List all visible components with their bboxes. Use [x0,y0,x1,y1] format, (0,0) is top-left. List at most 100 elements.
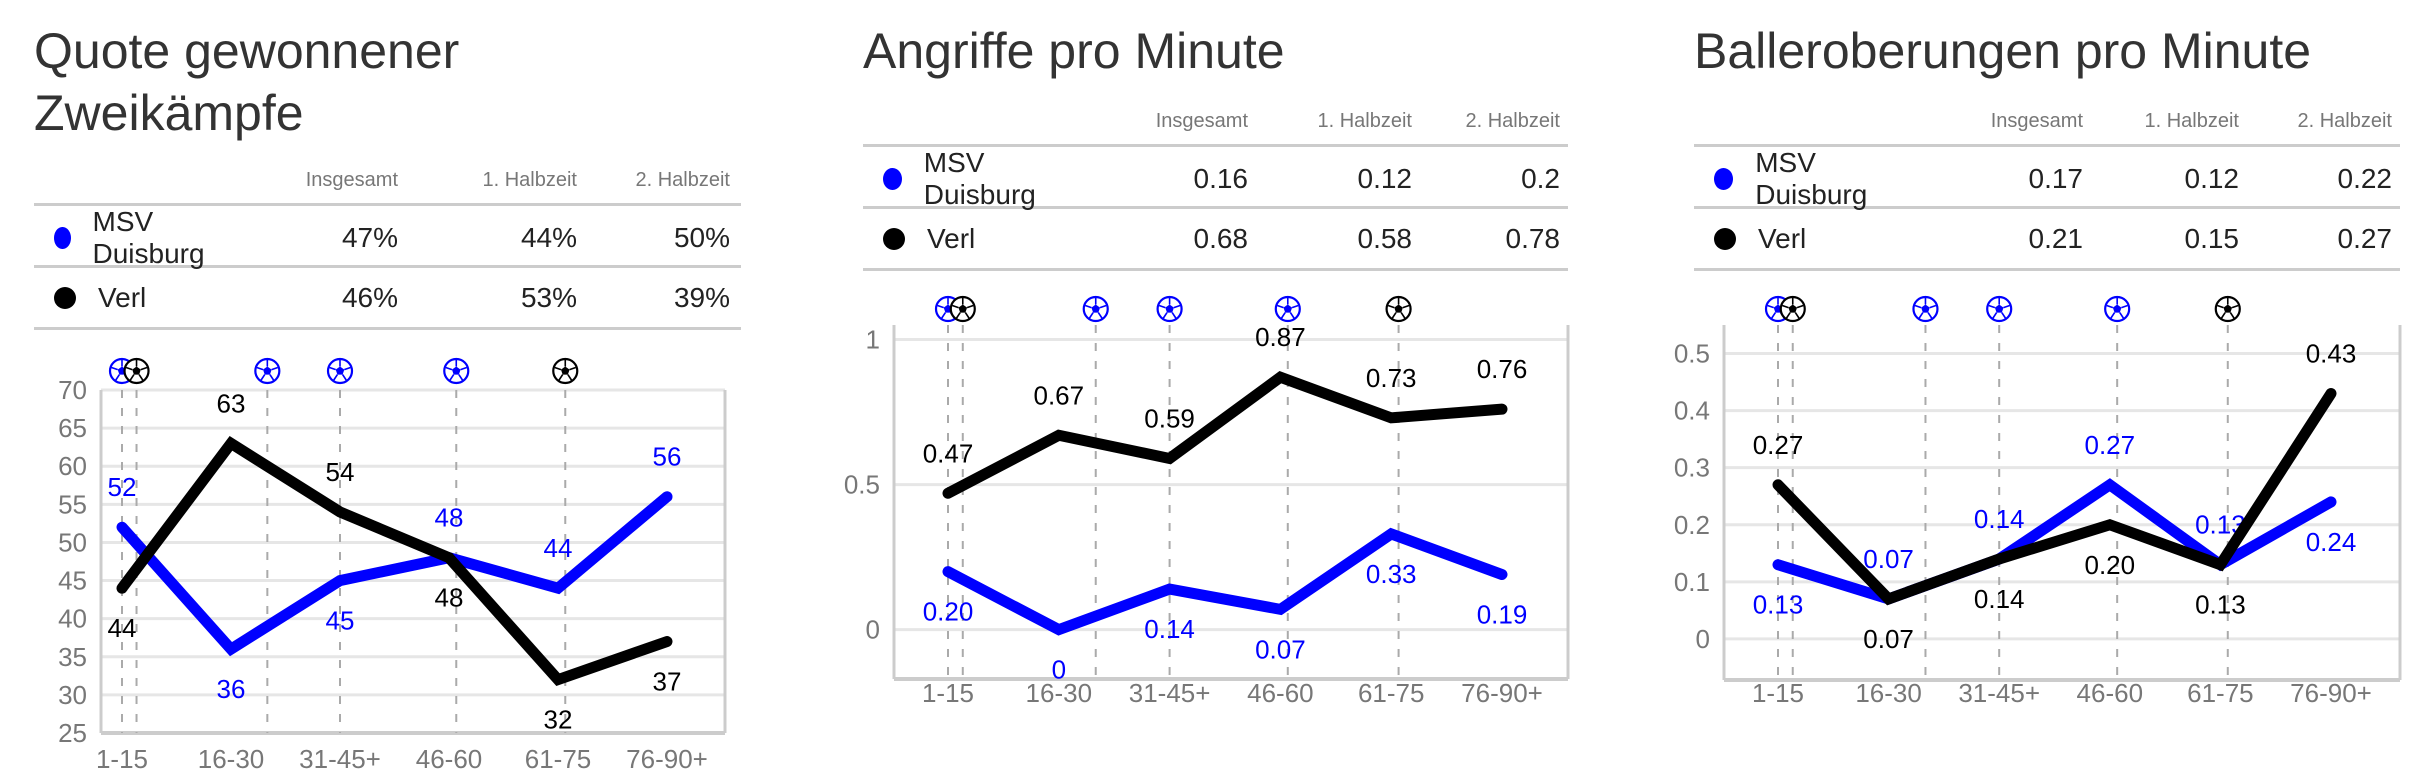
header-total: Insgesamt [1155,110,1248,132]
data-label: 52 [108,472,137,502]
x-tick-label: 31-45+ [1129,678,1211,708]
panel-title: Quote gewonnener Zweikämpfe [34,20,459,144]
data-point [121,587,123,590]
header-second-half: 2. Halbzeit [635,169,731,191]
team-name: Verl [927,222,976,254]
line-chart-1: 25 30 35 40 45 50 55 60 65 70 1-15 16-30 31-45+ 46-60… [58,357,727,774]
x-tick-label: 16-30 [1026,678,1093,708]
y-tick-label: 45 [58,566,87,596]
x-tick-label: 61-75 [2187,678,2254,708]
stats-table: Insgesamt 1. Halbzeit 2. Halbzeit MSV Du… [863,99,1568,271]
data-label: 45 [326,606,355,636]
value-second-half: 0.22 [2337,163,2393,194]
header-second-half: 2. Halbzeit [1465,110,1561,132]
data-label: 0.20 [923,597,974,627]
series-line-duisburg [116,491,673,657]
data-label: 0.87 [1255,322,1306,352]
x-tick-label: 31-45+ [1958,678,2040,708]
soccer-ball-icon [1274,295,1301,323]
line-chart-2: 0 0.5 1 1-15 16-30 31-45+ 46-60 61-75 76-90+ 0.20… [844,295,1570,708]
table-row: MSV Duisburg 0.17 0.12 0.22 [1694,144,2400,210]
line-chart-3: 0 0.1 0.2 0.3 0.4 0.5 1-15 16-30 31-45+ 46-60 61-7… [1674,295,2402,708]
data-point [1057,628,1060,631]
soccer-ball-icon [254,357,281,385]
table-row: Verl 46% 53% 39% [34,265,741,330]
y-tick-label: 1 [866,325,880,355]
y-tick-label: 0 [1696,624,1710,654]
value-second-half: 0.78 [1505,222,1561,254]
data-point [1887,597,1890,600]
data-label: 0.13 [2195,590,2246,620]
data-point [557,587,559,590]
data-point [557,678,559,681]
data-label: 0.24 [2306,527,2357,557]
data-label: 63 [217,388,246,418]
header-first-half: 1. Halbzeit [1317,110,1413,132]
x-tick-label: 31-45+ [299,744,381,774]
series-line-duisburg [942,527,1508,636]
value-first-half: 0.58 [1357,222,1413,254]
value-first-half: 0.12 [2184,163,2240,194]
value-second-half: 50% [673,222,730,253]
legend-dot-verl [1714,227,1736,250]
legend-dot-duisburg [883,168,902,190]
x-tick-label: 76-90+ [2290,678,2372,708]
data-label: 0.76 [1477,354,1528,384]
value-total: 47% [341,222,398,253]
data-label: 0.14 [1974,504,2025,534]
series-line-verl [1772,387,2337,606]
data-point [339,510,341,513]
data-label: 0.27 [2084,430,2135,460]
panel-title: Balleroberungen pro Minute [1694,20,2311,82]
data-label: 0.07 [1863,544,1914,574]
data-point [1390,416,1393,419]
data-label: 0.33 [1366,559,1417,589]
x-tick-label: 46-60 [2077,678,2144,708]
data-label: 0.73 [1366,363,1417,393]
series-line-verl [116,436,673,687]
header-first-half: 1. Halbzeit [2144,110,2240,132]
value-first-half: 44% [520,222,577,253]
data-point [2219,563,2222,566]
title-line: Angriffe pro Minute [863,23,1285,79]
soccer-ball-icon [552,357,579,385]
value-second-half: 0.2 [1521,163,1560,194]
data-point [230,442,232,445]
y-tick-label: 55 [58,489,87,519]
data-point [1998,558,2001,561]
y-tick-label: 30 [58,680,87,710]
x-tick-label: 1-15 [96,744,148,774]
series-line-duisburg [1772,478,2337,605]
table-row: Verl 0.68 0.58 0.78 [863,206,1568,271]
value-total: 0.68 [1193,222,1249,254]
data-label: 0.14 [1144,614,1195,644]
soccer-ball-icon [1156,295,1183,323]
value-total: 46% [341,281,398,313]
series-line-verl [942,371,1508,499]
soccer-ball-icon [123,357,150,385]
data-label: 0.14 [1974,584,2025,614]
data-point [2108,523,2111,526]
data-point [1501,573,1503,576]
header-total: Insgesamt [1990,110,2083,132]
x-tick-label: 16-30 [198,744,265,774]
x-tick-label: 61-75 [1358,678,1425,708]
panel-title: Angriffe pro Minute [863,20,1285,82]
x-tick-label: 76-90+ [1461,678,1543,708]
data-label: 0.07 [1255,634,1306,664]
table-header: Insgesamt 1. Halbzeit 2. Halbzeit [34,158,741,203]
data-point [1501,408,1503,411]
y-tick-label: 25 [58,718,87,748]
y-tick-label: 40 [58,604,87,634]
data-label: 37 [653,667,682,697]
value-total: 0.16 [1193,163,1249,194]
soccer-ball-icon [2104,295,2131,323]
data-label: 48 [435,503,464,533]
title-line: Quote gewonnener [34,23,460,79]
soccer-ball-icon [443,357,470,385]
data-label: 0.43 [2306,338,2357,368]
y-tick-label: 0.4 [1674,396,1710,426]
legend-dot-verl [54,286,76,309]
team-name: Verl [98,281,147,313]
